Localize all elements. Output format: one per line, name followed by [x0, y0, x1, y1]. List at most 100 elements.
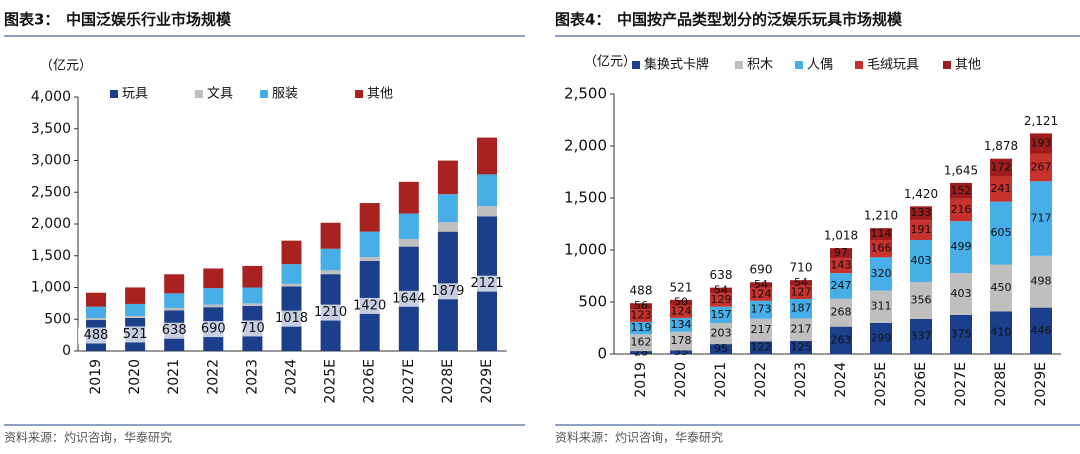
- data-label: 123: [631, 308, 652, 321]
- data-label: 690: [201, 322, 226, 337]
- bar-segment: [870, 257, 892, 291]
- figure-label: 图表4：: [555, 11, 610, 29]
- data-label: 166: [871, 242, 892, 255]
- bar-segment: [790, 298, 812, 319]
- bar-segment: [437, 194, 458, 223]
- data-label: 521: [123, 327, 148, 342]
- y-tick-label: 0: [62, 343, 71, 359]
- bar-segment: [1030, 153, 1052, 182]
- bar-segment: [830, 258, 852, 274]
- label-bg: [351, 297, 388, 314]
- x-tick-label: 2019: [633, 362, 649, 398]
- x-tick-label: 2023: [793, 362, 809, 398]
- chart-title: 中国按产品类型划分的泛娱乐玩具市场规模: [617, 11, 903, 29]
- bar-segment: [86, 306, 106, 319]
- legend-swatch: [943, 61, 951, 69]
- y-tick-label: 2,000: [564, 137, 607, 155]
- legend-label: 服装: [272, 87, 298, 102]
- bar-segment: [990, 201, 1012, 265]
- bar-segment: [910, 281, 932, 319]
- bar-segment: [86, 318, 106, 321]
- data-label: 217: [751, 323, 772, 336]
- x-tick-label: 2026E: [362, 359, 378, 403]
- data-label: 119: [631, 321, 652, 334]
- bar-segment: [477, 137, 497, 175]
- label-bg: [429, 283, 466, 300]
- bar-segment: [125, 287, 146, 304]
- data-label: 173: [751, 303, 772, 316]
- x-tick-label: 2025E: [873, 362, 889, 406]
- data-label: 320: [871, 267, 892, 280]
- bar-segment: [830, 326, 852, 354]
- legend-label: 人偶: [807, 58, 833, 73]
- bar-segment: [398, 238, 419, 247]
- x-tick-label: 2028E: [440, 359, 456, 403]
- data-label: 403: [951, 287, 972, 300]
- bar-segment: [398, 213, 419, 239]
- y-tick-label: 2,500: [564, 85, 607, 103]
- bar-segment: [320, 248, 341, 271]
- bar-segment: [750, 318, 772, 342]
- bar-segment: [990, 264, 1012, 312]
- data-label: 488: [84, 328, 109, 343]
- bar-segment: [281, 283, 302, 287]
- total-label: 488: [630, 284, 653, 298]
- bar-segment: [477, 174, 497, 207]
- data-label: 97: [834, 246, 848, 259]
- bar-segment: [398, 181, 419, 214]
- total-label: 521: [670, 280, 693, 294]
- data-label: 172: [991, 161, 1012, 174]
- bar-segment: [870, 228, 892, 241]
- data-label: 134: [671, 318, 692, 331]
- bar-segment: [125, 303, 146, 317]
- legend-swatch: [355, 90, 363, 98]
- data-label: 498: [1031, 275, 1052, 288]
- x-tick-label: 2024: [833, 362, 849, 398]
- data-label: 499: [951, 240, 972, 253]
- bar-segment: [320, 222, 341, 249]
- data-label: 178: [671, 334, 692, 347]
- chart-title: 中国泛娱乐行业市场规模: [66, 11, 232, 29]
- data-label: 54: [754, 278, 768, 291]
- data-label: 247: [831, 279, 852, 292]
- bar-segment: [164, 307, 185, 311]
- data-label: 410: [991, 326, 1012, 339]
- y-tick-label: 4,000: [31, 89, 71, 105]
- x-tick-label: 2027E: [401, 359, 417, 403]
- legend-label: 集换式卡牌: [644, 57, 709, 73]
- data-label: 129: [711, 293, 732, 306]
- x-tick-label: 2029E: [479, 359, 495, 403]
- bar-segment: [750, 282, 772, 288]
- x-tick-label: 2019: [88, 359, 104, 395]
- data-label: 311: [871, 300, 892, 313]
- bar-segment: [359, 231, 380, 258]
- bar-segment: [477, 206, 497, 217]
- bar-segment: [950, 221, 972, 274]
- bar-segment: [710, 323, 732, 345]
- y-tick-label: 500: [578, 293, 607, 311]
- data-label: 267: [1031, 160, 1052, 173]
- data-label: 162: [631, 336, 652, 349]
- data-label: 56: [634, 299, 648, 312]
- source: 资料来源：灼识咨询，华泰研究: [4, 430, 172, 445]
- bar-segment: [203, 268, 224, 289]
- y-tick-label: 1,000: [31, 280, 71, 296]
- x-tick-label: 2020: [127, 359, 143, 395]
- bar-segment: [950, 315, 972, 354]
- legend-swatch: [632, 61, 640, 69]
- x-tick-label: 2021: [713, 362, 729, 398]
- data-label: 1420: [353, 298, 386, 313]
- data-label: 268: [831, 306, 852, 319]
- data-label: 710: [240, 321, 265, 336]
- bar-segment: [437, 160, 458, 195]
- bar-segment: [630, 334, 652, 352]
- data-label: 2121: [470, 276, 503, 291]
- total-label: 1,210: [864, 209, 898, 223]
- legend-swatch: [260, 90, 268, 98]
- legend-swatch: [795, 61, 803, 69]
- total-label: 690: [750, 263, 773, 277]
- data-label: 263: [831, 333, 852, 346]
- bar-segment: [670, 350, 692, 354]
- total-label: 638: [710, 268, 733, 282]
